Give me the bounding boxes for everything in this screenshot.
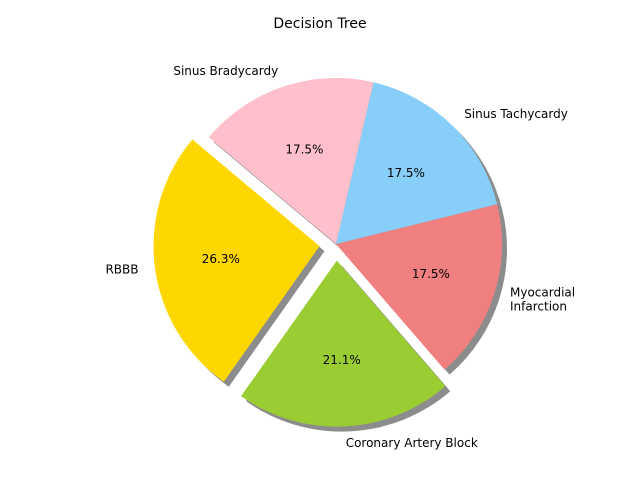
rbbb-percent-label: 26.3%: [202, 252, 240, 266]
myocardial-infarction-slice: [336, 204, 503, 370]
rbbb-slice: [153, 139, 320, 382]
sinus-bradycardy-percent-label: 17.5%: [285, 143, 323, 157]
myocardial-infarction-label: Myocardial Infarction: [510, 285, 575, 313]
sinus-bradycardy-label: Sinus Bradycardy: [173, 64, 278, 78]
sinus-tachycardy-label: Sinus Tachycardy: [464, 107, 568, 121]
coronary-artery-block-slice: [241, 260, 446, 427]
rbbb-label: RBBB: [105, 263, 138, 277]
sinus-tachycardy-percent-label: 17.5%: [387, 166, 425, 180]
myocardial-infarction-percent-label: 17.5%: [412, 267, 450, 281]
sinus-bradycardy-slice: [208, 78, 374, 244]
coronary-artery-block-percent-label: 21.1%: [323, 353, 361, 367]
chart-title: Decision Tree: [273, 16, 366, 32]
percent-labels: 26.3% 21.1% 17.5% 17.5% 17.5%: [202, 143, 450, 368]
sinus-tachycardy-slice: [336, 82, 498, 244]
coronary-artery-block-label: Coronary Artery Block: [346, 436, 478, 450]
slice-labels: RBBB Coronary Artery Block Myocardial Infar…: [105, 64, 575, 450]
slices: [153, 78, 503, 427]
